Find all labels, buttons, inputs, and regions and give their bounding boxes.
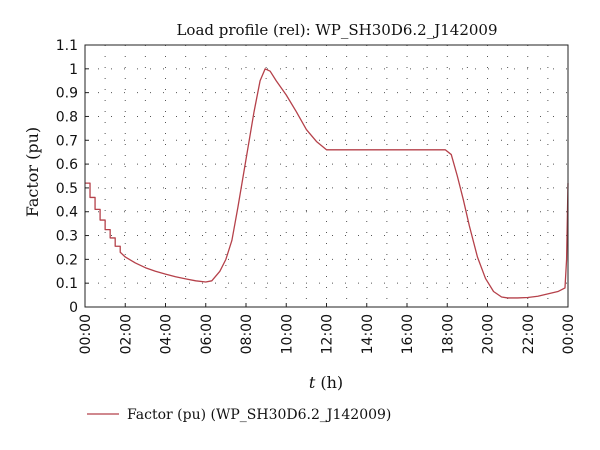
x-tick-label: 04:00 bbox=[159, 314, 175, 354]
y-tick-label: 0.3 bbox=[56, 229, 78, 245]
y-tick-label: 0.8 bbox=[56, 109, 78, 125]
x-tick-label: 02:00 bbox=[118, 314, 134, 354]
x-axis-ticks: 00:00 02:00 04:00 06:00 08:00 10:00 12:00 14:00… bbox=[78, 303, 577, 354]
y-tick-label: 0.4 bbox=[56, 205, 78, 221]
y-tick-label: 1 bbox=[69, 62, 78, 78]
y-tick-label: 0 bbox=[69, 300, 78, 316]
y-tick-label: 0.6 bbox=[56, 157, 78, 173]
x-axis-label-variable: t bbox=[309, 373, 316, 392]
plot-frame bbox=[84, 44, 569, 308]
y-tick-label: 0.9 bbox=[56, 86, 78, 102]
y-tick-label: 0.7 bbox=[56, 133, 78, 149]
grid bbox=[85, 45, 568, 307]
y-tick-label: 0.5 bbox=[56, 181, 78, 197]
x-axis-label: t (h) bbox=[309, 373, 343, 392]
series-line-factor bbox=[85, 68, 569, 299]
x-tick-label: 16:00 bbox=[400, 314, 416, 354]
y-tick-label: 0.1 bbox=[56, 276, 78, 292]
y-tick-label: 0.2 bbox=[56, 252, 78, 268]
x-tick-label: 00:00 bbox=[561, 314, 577, 354]
y-axis-label: Factor (pu) bbox=[23, 127, 42, 217]
x-tick-label: 08:00 bbox=[239, 314, 255, 354]
chart-title: Load profile (rel): WP_SH30D6.2_J142009 bbox=[176, 21, 497, 39]
x-tick-label: 06:00 bbox=[199, 314, 215, 354]
x-tick-label: 22:00 bbox=[521, 314, 537, 354]
x-tick-label: 20:00 bbox=[481, 314, 497, 354]
x-tick-label: 18:00 bbox=[440, 314, 456, 354]
y-axis-ticks: 0 0.1 0.2 0.3 0.4 0.5 0.6 0.7 0.8 0.9 1 1.1 bbox=[56, 38, 89, 316]
x-tick-label: 14:00 bbox=[360, 314, 376, 354]
x-tick-label: 10:00 bbox=[279, 314, 295, 354]
y-tick-label: 1.1 bbox=[56, 38, 78, 54]
x-tick-label: 12:00 bbox=[320, 314, 336, 354]
legend-label: Factor (pu) (WP_SH30D6.2_J142009) bbox=[127, 407, 391, 423]
x-tick-label: 00:00 bbox=[78, 314, 94, 354]
legend: Factor (pu) (WP_SH30D6.2_J142009) bbox=[87, 407, 391, 423]
x-axis-label-unit: (h) bbox=[315, 373, 343, 392]
